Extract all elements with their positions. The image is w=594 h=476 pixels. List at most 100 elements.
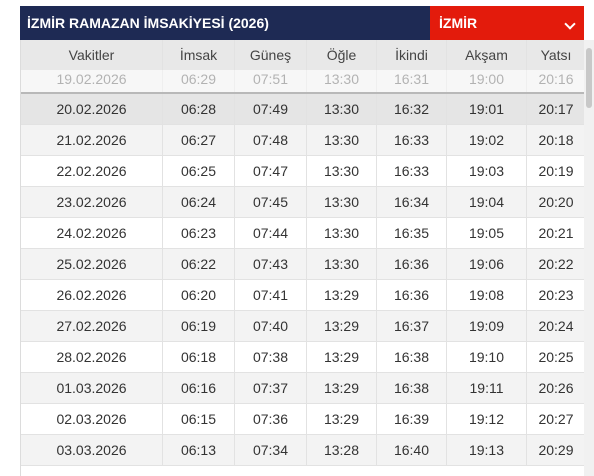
table-row: 23.02.2026 06:24 07:45 13:30 16:34 19:04 20:20 [21,186,585,218]
time-cell: 20:17 [538,100,574,117]
time-cell: 07:36 [235,403,307,435]
time-cell: 06:24 [163,186,235,218]
time-cell: 13:28 [307,434,377,466]
city-dropdown[interactable]: İZMİR [430,6,584,40]
column-header: İkindi [377,40,447,70]
table-row: 27.02.2026 06:19 07:40 13:29 16:37 19:09 20:24 [21,310,585,342]
time-cell: 06:22 [163,248,235,280]
page-title: İZMİR RAMAZAN İMSAKİYESİ (2026) [20,6,430,40]
column-header: Öğle [307,40,377,70]
date-cell: 03.03.2026 [21,434,163,466]
time-cell: 19:12 [447,403,527,435]
time-cell: 20:20 [538,193,574,210]
time-cell: 07:41 [235,279,307,311]
time-cell: 16:34 [377,186,447,218]
time-cell: 19:10 [447,341,527,373]
date-cell: 01.03.2026 [21,372,163,404]
time-cell: 07:47 [235,155,307,187]
table-row: 22.02.2026 06:25 07:47 13:30 16:33 19:03 20:19 [21,155,585,187]
time-cell: 19:13 [447,434,527,466]
time-cell: 13:30 [307,124,377,156]
time-cell: 07:37 [235,372,307,404]
time-cell: 20:25 [538,348,574,365]
column-header: Yatsı [540,47,572,63]
time-cell: 06:19 [163,310,235,342]
column-header: İmsak [163,40,235,70]
time-cell: 19:11 [447,372,527,404]
time-cell: 20:19 [538,162,574,179]
time-cell: 16:38 [377,341,447,373]
time-cell: 06:28 [163,93,235,125]
time-cell: 20:21 [538,224,574,241]
imsakiye-header: İZMİR RAMAZAN İMSAKİYESİ (2026) İZMİR [20,6,584,40]
time-cell: 07:40 [235,310,307,342]
time-cell: 20:18 [538,131,574,148]
prayer-times-table: Vakitler İmsak Güneş Öğle İkindi Akşam Y… [20,40,585,476]
time-cell: 16:38 [377,372,447,404]
time-cell: 19:09 [447,310,527,342]
time-cell: 20:24 [538,317,574,334]
date-cell: 25.02.2026 [21,248,163,280]
time-cell: 20:27 [538,410,574,427]
table-row: 26.02.2026 06:20 07:41 13:29 16:36 19:08 20:23 [21,279,585,311]
time-cell: 19:02 [447,124,527,156]
time-cell: 19:04 [447,186,527,218]
time-cell: 16:33 [377,124,447,156]
time-cell: 06:20 [163,279,235,311]
time-cell: 16:33 [377,155,447,187]
time-cell: 13:29 [307,279,377,311]
time-cell: 20:23 [538,286,574,303]
time-cell: 13:29 [307,372,377,404]
table-row-partial: 19.02.2026 06:29 07:51 13:30 16:31 19:00… [21,70,585,94]
time-cell: 13:30 [307,155,377,187]
time-cell: 13:29 [307,403,377,435]
table-cell: 19.02.2026 [21,70,163,94]
time-cell: 06:23 [163,217,235,249]
table-row: 24.02.2026 06:23 07:44 13:30 16:35 19:05 20:21 [21,217,585,249]
table-cell: 16:31 [377,70,447,94]
time-cell: 06:13 [163,434,235,466]
time-cell: 16:37 [377,310,447,342]
table-row: 20.02.2026 06:28 07:49 13:30 16:32 19:01 20:17 [21,93,585,125]
column-header: Akşam [447,40,527,70]
time-cell: 07:38 [235,341,307,373]
time-cell: 19:01 [447,93,527,125]
table-cell: 06:29 [163,70,235,94]
time-cell: 06:18 [163,341,235,373]
time-cell: 16:39 [377,403,447,435]
time-cell: 19:05 [447,217,527,249]
time-cell: 19:08 [447,279,527,311]
table-row: 25.02.2026 06:22 07:43 13:30 16:36 19:06 20:22 [21,248,585,280]
table-row: 01.03.2026 06:16 07:37 13:29 16:38 19:11 20:26 [21,372,585,404]
table-body: 20.02.2026 06:28 07:49 13:30 16:32 19:01 20:17… [21,93,585,466]
city-dropdown-value: İZMİR [439,15,478,31]
time-cell: 07:34 [235,434,307,466]
time-cell: 20:22 [538,255,574,272]
date-cell: 27.02.2026 [21,310,163,342]
chevron-down-icon [564,18,576,30]
time-cell: 07:43 [235,248,307,280]
time-cell: 06:16 [163,372,235,404]
time-cell: 13:30 [307,186,377,218]
time-cell: 13:30 [307,93,377,125]
time-cell: 16:36 [377,279,447,311]
date-cell: 21.02.2026 [21,124,163,156]
date-cell: 20.02.2026 [21,93,163,125]
time-cell: 13:29 [307,310,377,342]
time-cell: 20:29 [538,441,574,458]
date-cell: 26.02.2026 [21,279,163,311]
column-header: Güneş [235,40,307,70]
time-cell: 06:15 [163,403,235,435]
table-row: 28.02.2026 06:18 07:38 13:29 16:38 19:10 20:25 [21,341,585,373]
time-cell: 20:26 [538,379,574,396]
table-row: 02.03.2026 06:15 07:36 13:29 16:39 19:12 20:27 [21,403,585,435]
date-cell: 22.02.2026 [21,155,163,187]
column-header: Vakitler [21,40,163,70]
table-scrollbar[interactable] [584,40,594,476]
time-cell: 19:06 [447,248,527,280]
scrollbar-thumb[interactable] [586,48,592,108]
time-cell: 16:35 [377,217,447,249]
table-header-row: Vakitler İmsak Güneş Öğle İkindi Akşam Y… [21,40,585,70]
time-cell: 13:30 [307,217,377,249]
table-cell: 20:16 [538,71,574,87]
